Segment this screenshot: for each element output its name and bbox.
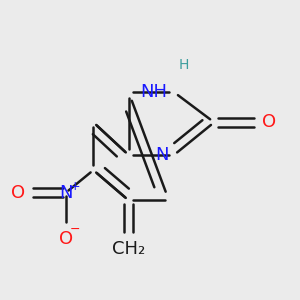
Text: N: N — [155, 146, 169, 164]
Text: +: + — [69, 180, 80, 193]
Text: CH₂: CH₂ — [112, 240, 145, 258]
Text: H: H — [179, 58, 189, 72]
Text: −: − — [69, 223, 80, 236]
Text: NH: NH — [141, 83, 168, 101]
Text: O: O — [58, 230, 73, 248]
Text: N: N — [59, 184, 72, 202]
Text: O: O — [11, 184, 26, 202]
Text: O: O — [262, 113, 276, 131]
